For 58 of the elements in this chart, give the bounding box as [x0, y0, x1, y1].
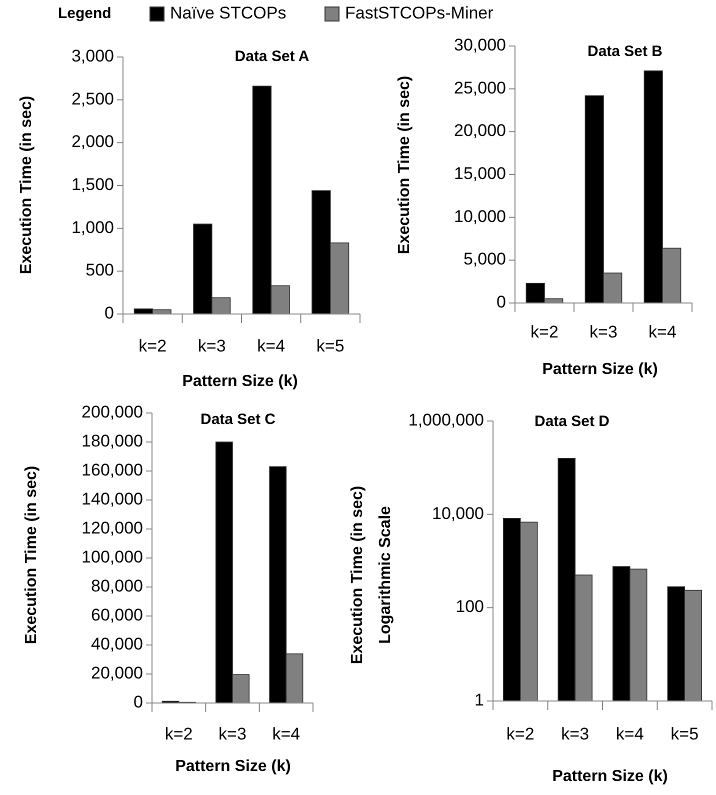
x-tick-label: k=2 [506, 724, 534, 744]
y-tick-label: 15,000 [454, 164, 506, 183]
x-axis-title: Pattern Size (k) [542, 361, 658, 378]
x-tick-label: k=2 [530, 322, 558, 342]
x-tick-label: k=3 [218, 724, 246, 744]
y-tick-label: 60,000 [91, 605, 143, 624]
chart-title: Data Set B [587, 42, 663, 60]
chart-title: Data Set A [234, 48, 310, 65]
y-tick-label: 25,000 [454, 78, 506, 98]
y-tick-label: 40,000 [91, 634, 143, 654]
chart-title: Data Set C [200, 410, 276, 428]
legend-label: FastSTCOPs-Miner [345, 3, 494, 22]
y-tick-label: 1 [474, 690, 484, 710]
x-axis-title: Pattern Size (k) [175, 758, 291, 776]
y-tick-label: 120,000 [82, 518, 143, 538]
chart-title: Data Set D [534, 412, 610, 430]
y-tick-label: 0 [104, 303, 114, 322]
y-tick-label: 10,000 [432, 504, 484, 523]
y-tick-label: 100 [456, 597, 484, 616]
y-tick-label: 80,000 [91, 576, 143, 596]
y-tick-label: 2,000 [71, 132, 114, 152]
y-tick-label: 140,000 [82, 489, 143, 508]
y-tick-label: 3,000 [71, 46, 114, 66]
y-tick-label: 0 [496, 292, 506, 312]
y-tick-label: 100,000 [82, 547, 143, 566]
y-tick-label: 10,000 [454, 206, 506, 226]
x-tick-label: k=4 [257, 336, 286, 356]
x-tick-label: k=2 [138, 336, 167, 356]
legend-title: Legend [58, 4, 112, 22]
y-tick-label: 1,000,000 [408, 410, 484, 430]
x-axis-title: Pattern Size (k) [552, 768, 668, 786]
y-tick-label: 30,000 [454, 35, 506, 54]
y-tick-label: 1,500 [71, 174, 114, 194]
y-axis-title: Execution Time (in sec) [18, 96, 35, 274]
x-tick-label: k=3 [561, 724, 590, 744]
y-axis-title: Execution Time (in sec) Logarithmic Scale [349, 486, 394, 664]
x-tick-label: k=5 [316, 336, 344, 356]
x-tick-label: k=2 [164, 724, 193, 744]
y-tick-label: 200,000 [82, 402, 143, 422]
y-tick-label: 20,000 [91, 663, 143, 682]
x-tick-label: k=4 [616, 724, 644, 744]
y-tick-label: 500 [86, 260, 114, 280]
y-tick-label: 20,000 [454, 121, 506, 140]
y-tick-label: 1,000 [71, 218, 114, 237]
y-tick-label: 160,000 [82, 460, 143, 480]
x-tick-label: k=4 [648, 322, 676, 342]
y-tick-label: 180,000 [82, 431, 143, 450]
x-tick-label: k=3 [590, 322, 618, 342]
y-tick-label: 2,500 [71, 89, 114, 108]
x-tick-label: k=4 [272, 724, 300, 744]
x-axis-title: Pattern Size (k) [182, 373, 298, 390]
x-tick-label: k=3 [198, 336, 226, 356]
y-tick-label: 0 [134, 692, 143, 712]
legend-label: Naïve STCOPs [170, 3, 286, 22]
y-axis-title: Execution Time (in sec) [23, 466, 40, 644]
y-tick-label: 5,000 [463, 250, 506, 269]
x-tick-label: k=5 [670, 724, 699, 744]
y-axis-title: Execution Time (in sec) [396, 76, 413, 254]
